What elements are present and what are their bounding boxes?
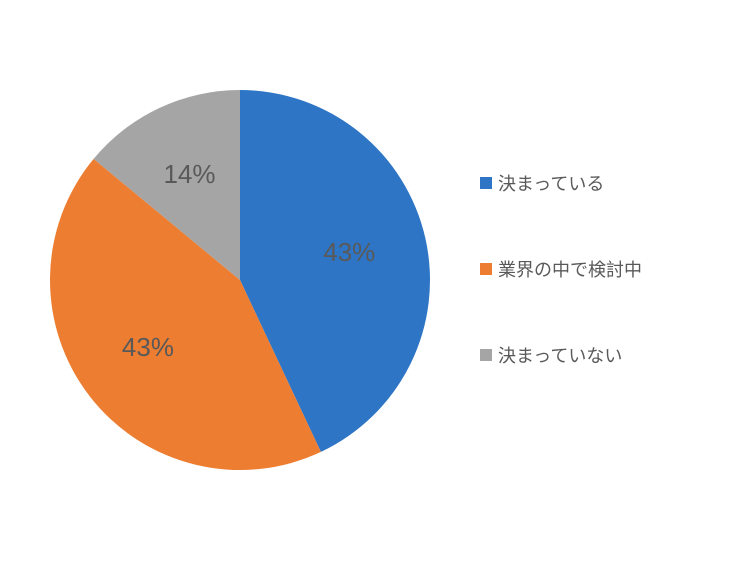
legend-item-not_decided: 決まっていない	[480, 342, 642, 368]
legend: 決まっている業界の中で検討中決まっていない	[480, 170, 642, 368]
pie-slices	[50, 90, 430, 470]
pie-chart: 43%43%14%	[40, 80, 440, 480]
pie-svg	[40, 80, 440, 480]
legend-label: 業界の中で検討中	[498, 256, 642, 282]
legend-item-considering: 業界の中で検討中	[480, 256, 642, 282]
legend-marker-icon	[480, 349, 492, 361]
legend-item-decided: 決まっている	[480, 170, 642, 196]
legend-marker-icon	[480, 263, 492, 275]
legend-label: 決まっていない	[498, 342, 622, 368]
chart-container: 43%43%14% 決まっている業界の中で検討中決まっていない	[0, 0, 750, 561]
legend-marker-icon	[480, 177, 492, 189]
legend-label: 決まっている	[498, 170, 604, 196]
